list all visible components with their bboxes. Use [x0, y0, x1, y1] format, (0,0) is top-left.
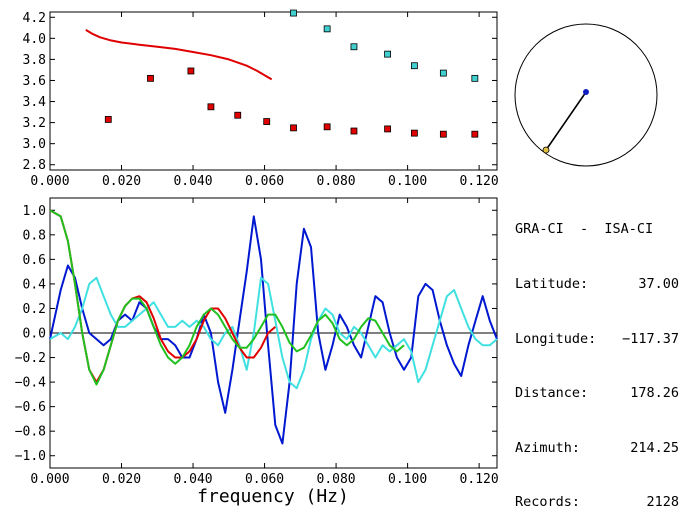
bottom-y-tick-label: −0.8	[15, 425, 46, 440]
longitude-value: −117.37	[622, 330, 679, 347]
top-y-tick-label: 3.4	[23, 95, 47, 110]
top-y-tick-label: 4.0	[23, 32, 46, 47]
top-series-1-point	[234, 111, 242, 119]
top-y-tick-label: 2.8	[23, 158, 46, 173]
top-y-tick-label: 3.2	[23, 116, 46, 131]
bottom-y-tick-label: −0.4	[15, 376, 46, 391]
bottom-y-tick-label: 0.0	[23, 327, 46, 342]
azimuth-label: Azimuth:	[515, 439, 581, 456]
top-x-tick-label: 0.040	[173, 174, 212, 189]
bottom-y-tick-label: 0.6	[23, 253, 46, 268]
info-row-distance: Distance: 178.26	[515, 384, 685, 402]
top-y-tick-label: 3.8	[23, 53, 46, 68]
bottom-y-tick-label: −0.6	[15, 400, 46, 415]
top-panel: 0.000 0.020 0.040 0.060 0.080 0.100 0.120 2.8 3.…	[23, 9, 499, 189]
station-pair-title: GRA-CI - ISA-CI	[515, 221, 654, 238]
top-series-2-point	[290, 9, 297, 17]
bottom-y-tick-label: −1.0	[15, 449, 46, 464]
bottom-x-tick-label: 0.080	[317, 472, 356, 487]
bottom-y-tick-label: 0.4	[23, 277, 47, 292]
distance-label: Distance:	[515, 385, 589, 402]
top-series-1-point	[384, 125, 391, 133]
top-series-1-point	[350, 127, 358, 135]
bottom-x-tick-label: 0.120	[460, 472, 499, 487]
map-circle	[514, 23, 658, 167]
x-axis-label: frequency (Hz)	[197, 486, 349, 507]
figure: 0.000 0.020 0.040 0.060 0.080 0.100 0.120 2.8 3.…	[15, 9, 658, 507]
station-dot	[583, 89, 589, 95]
bottom-series-2-line	[49, 209, 276, 384]
top-series-2-point	[439, 69, 447, 77]
top-x-tick-label: 0.120	[460, 174, 499, 189]
top-series-1-point	[410, 129, 418, 137]
top-series-2-point	[323, 25, 331, 33]
top-series-1-point	[323, 123, 331, 131]
top-series-1-point	[263, 118, 271, 125]
info-row-longitude: Longitude: −117.37	[515, 330, 685, 348]
map-inset	[514, 23, 658, 167]
event-dot	[542, 146, 550, 154]
bottom-panel: 0.000 0.020 0.040 0.060 0.080 0.100 0.120 −1.0 −…	[15, 197, 499, 507]
top-y-tick-label: 3.6	[23, 74, 46, 89]
top-series-2-point	[350, 43, 358, 51]
info-title: GRA-CI - ISA-CI	[515, 220, 685, 238]
bottom-y-tick-label: 1.0	[23, 204, 46, 219]
top-series-2-point	[384, 50, 391, 58]
longitude-label: Longitude:	[515, 330, 597, 347]
top-x-tick-label: 0.080	[317, 174, 356, 189]
top-series-1-point	[187, 67, 195, 75]
top-plot-frame	[49, 11, 498, 171]
top-y-tick-label: 4.2	[23, 11, 46, 26]
top-series-1-point	[207, 103, 215, 111]
distance-value: 178.26	[630, 385, 679, 402]
bottom-x-tick-label: 0.040	[173, 472, 212, 487]
top-series-1-point	[439, 130, 447, 138]
bottom-x-tick-label: 0.100	[388, 472, 427, 487]
bottom-x-tick-label: 0.060	[245, 472, 284, 487]
info-panel: GRA-CI - ISA-CI Latitude: 37.00 Longitude…	[515, 184, 685, 530]
top-series-1-point	[290, 124, 297, 132]
bottom-y-tick-label: 0.8	[23, 228, 46, 243]
info-row-latitude: Latitude: 37.00	[515, 275, 685, 293]
info-row-records: Records: 2128	[515, 493, 685, 511]
bottom-x-tick-label: 0.000	[30, 472, 69, 487]
records-label: Records:	[515, 494, 581, 511]
records-value: 2128	[646, 494, 679, 511]
top-x-tick-label: 0.060	[245, 174, 284, 189]
bottom-series-3-line	[49, 209, 405, 386]
top-series-0-line	[85, 29, 273, 81]
top-series-1-point	[104, 116, 112, 123]
bottom-y-tick-label: −0.2	[15, 351, 46, 366]
latitude-value: 37.00	[638, 276, 679, 292]
top-x-tick-label: 0.000	[30, 174, 69, 189]
top-x-tick-label: 0.020	[102, 174, 141, 189]
azimuth-value: 214.25	[630, 439, 679, 456]
top-series-2-point	[471, 74, 479, 82]
latitude-label: Latitude:	[515, 276, 589, 292]
bottom-series-1-line	[49, 276, 498, 390]
top-series-1-point	[471, 130, 479, 138]
top-series-1-point	[147, 74, 154, 82]
top-x-tick-label: 0.100	[388, 174, 427, 189]
top-y-tick-label: 3.0	[23, 137, 46, 152]
info-row-azimuth: Azimuth: 214.25	[515, 439, 685, 457]
bottom-y-tick-label: 0.2	[23, 302, 46, 317]
azimuth-line	[545, 91, 587, 151]
top-series-2-point	[410, 62, 418, 70]
bottom-x-tick-label: 0.020	[102, 472, 141, 487]
bottom-series-0-line	[49, 215, 498, 445]
